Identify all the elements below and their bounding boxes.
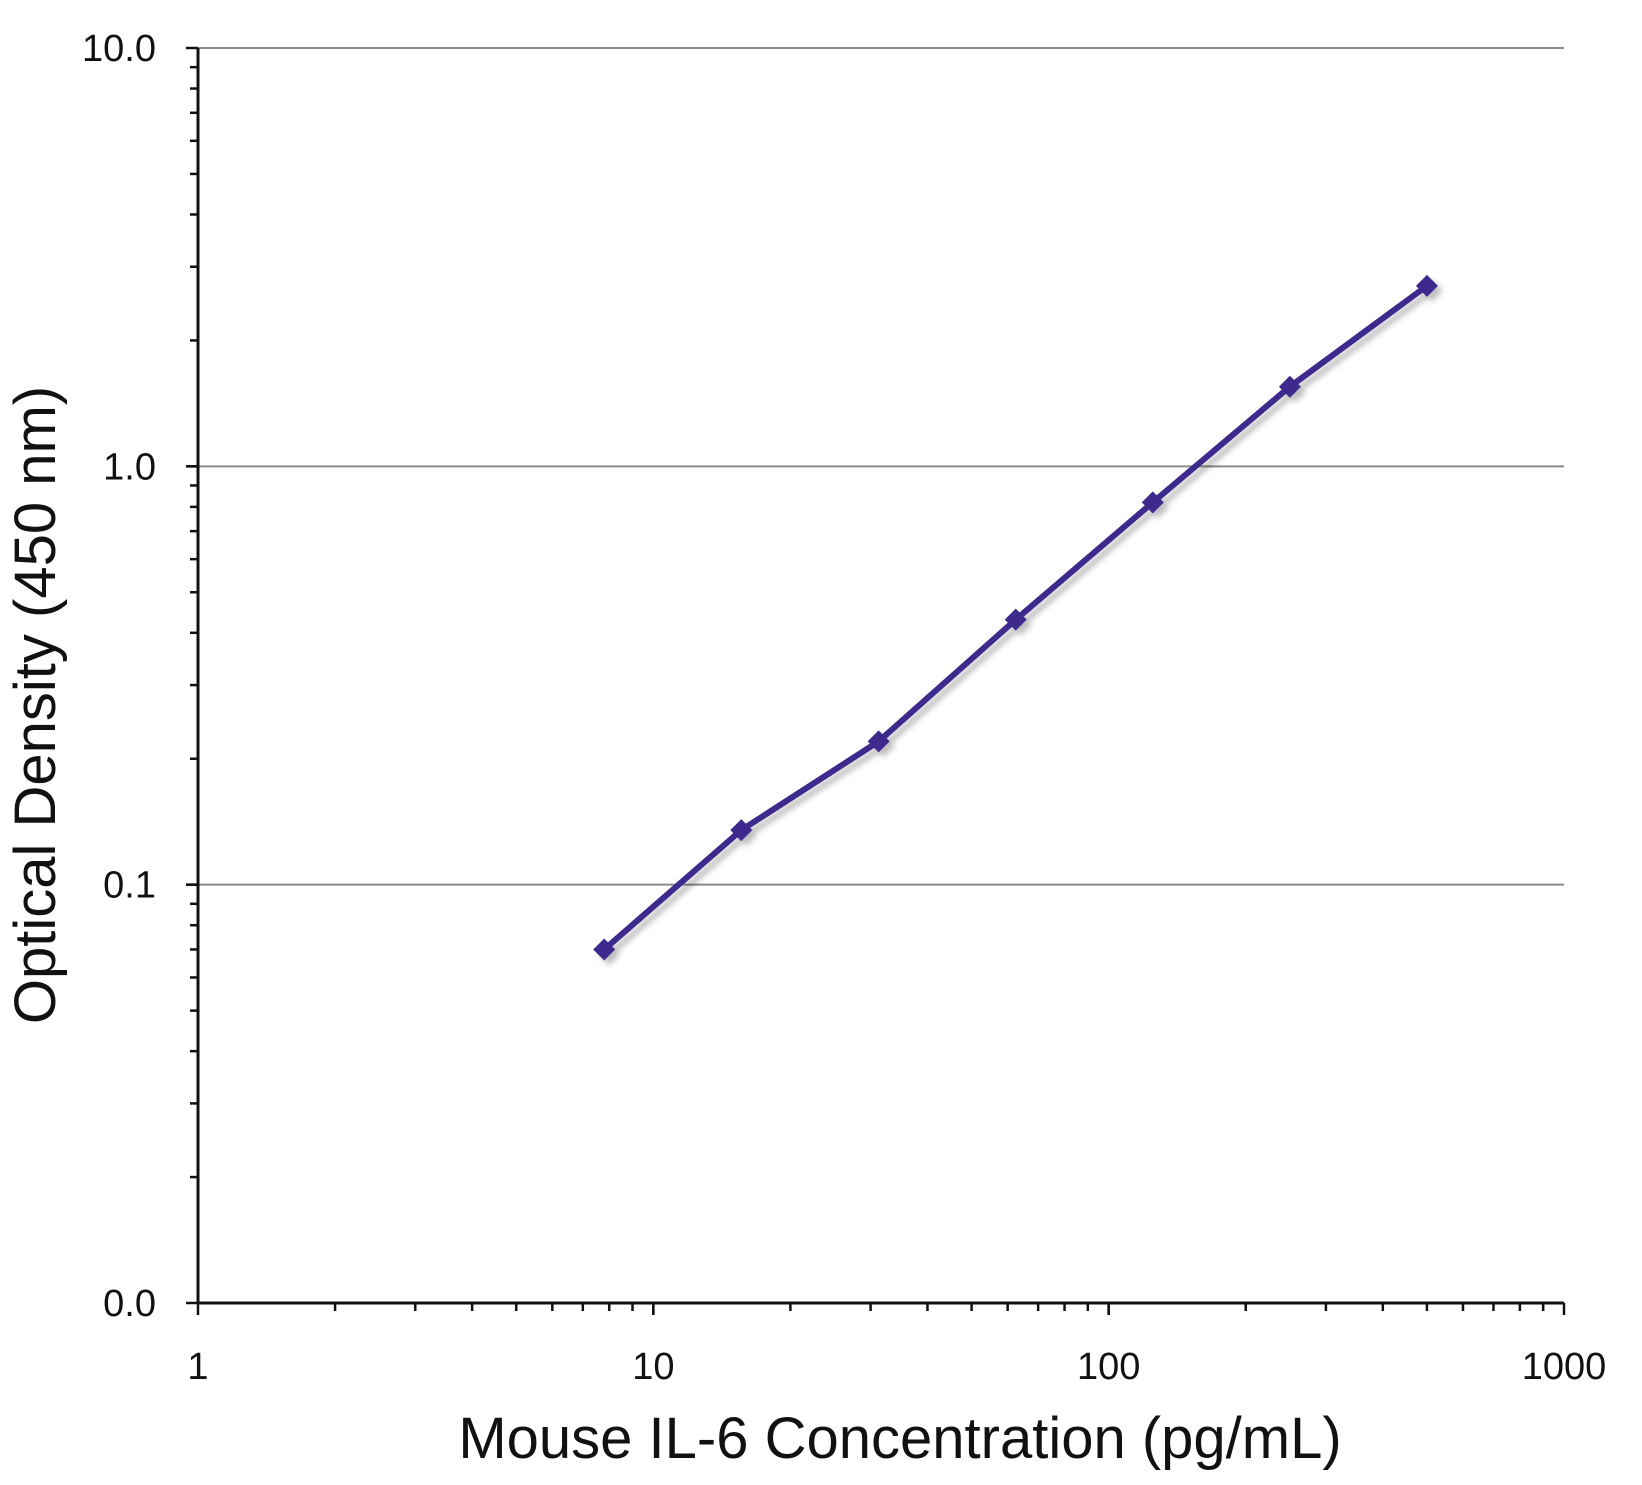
x-axis-title: Mouse IL-6 Concentration (pg/mL) xyxy=(458,1406,1341,1471)
data-point-marker xyxy=(1004,608,1027,631)
y-tick-label: 0.0 xyxy=(103,1283,156,1325)
data-point-marker xyxy=(1278,375,1301,398)
y-axis-title: Optical Density (450 nm) xyxy=(3,386,68,1024)
data-point-marker xyxy=(1415,274,1438,297)
y-tick-label: 1.0 xyxy=(103,446,156,488)
series-od-curve xyxy=(593,274,1438,961)
x-tick-label: 1 xyxy=(187,1346,208,1388)
data-point-marker xyxy=(867,730,890,753)
x-tick-label: 100 xyxy=(1077,1346,1140,1388)
gridlines xyxy=(198,47,1564,886)
y-tick-label: 0.1 xyxy=(103,865,156,907)
axes xyxy=(186,46,1566,1315)
x-tick-label: 1000 xyxy=(1522,1346,1607,1388)
tick-labels: 0.0 0.1 1.0 10.0 1 10 100 1000 xyxy=(82,28,1606,1388)
data-point-marker xyxy=(730,819,753,842)
x-tick-label: 10 xyxy=(632,1346,674,1388)
data-point-marker xyxy=(1141,491,1164,514)
y-tick-label: 10.0 xyxy=(82,28,156,70)
data-point-marker xyxy=(593,938,616,961)
